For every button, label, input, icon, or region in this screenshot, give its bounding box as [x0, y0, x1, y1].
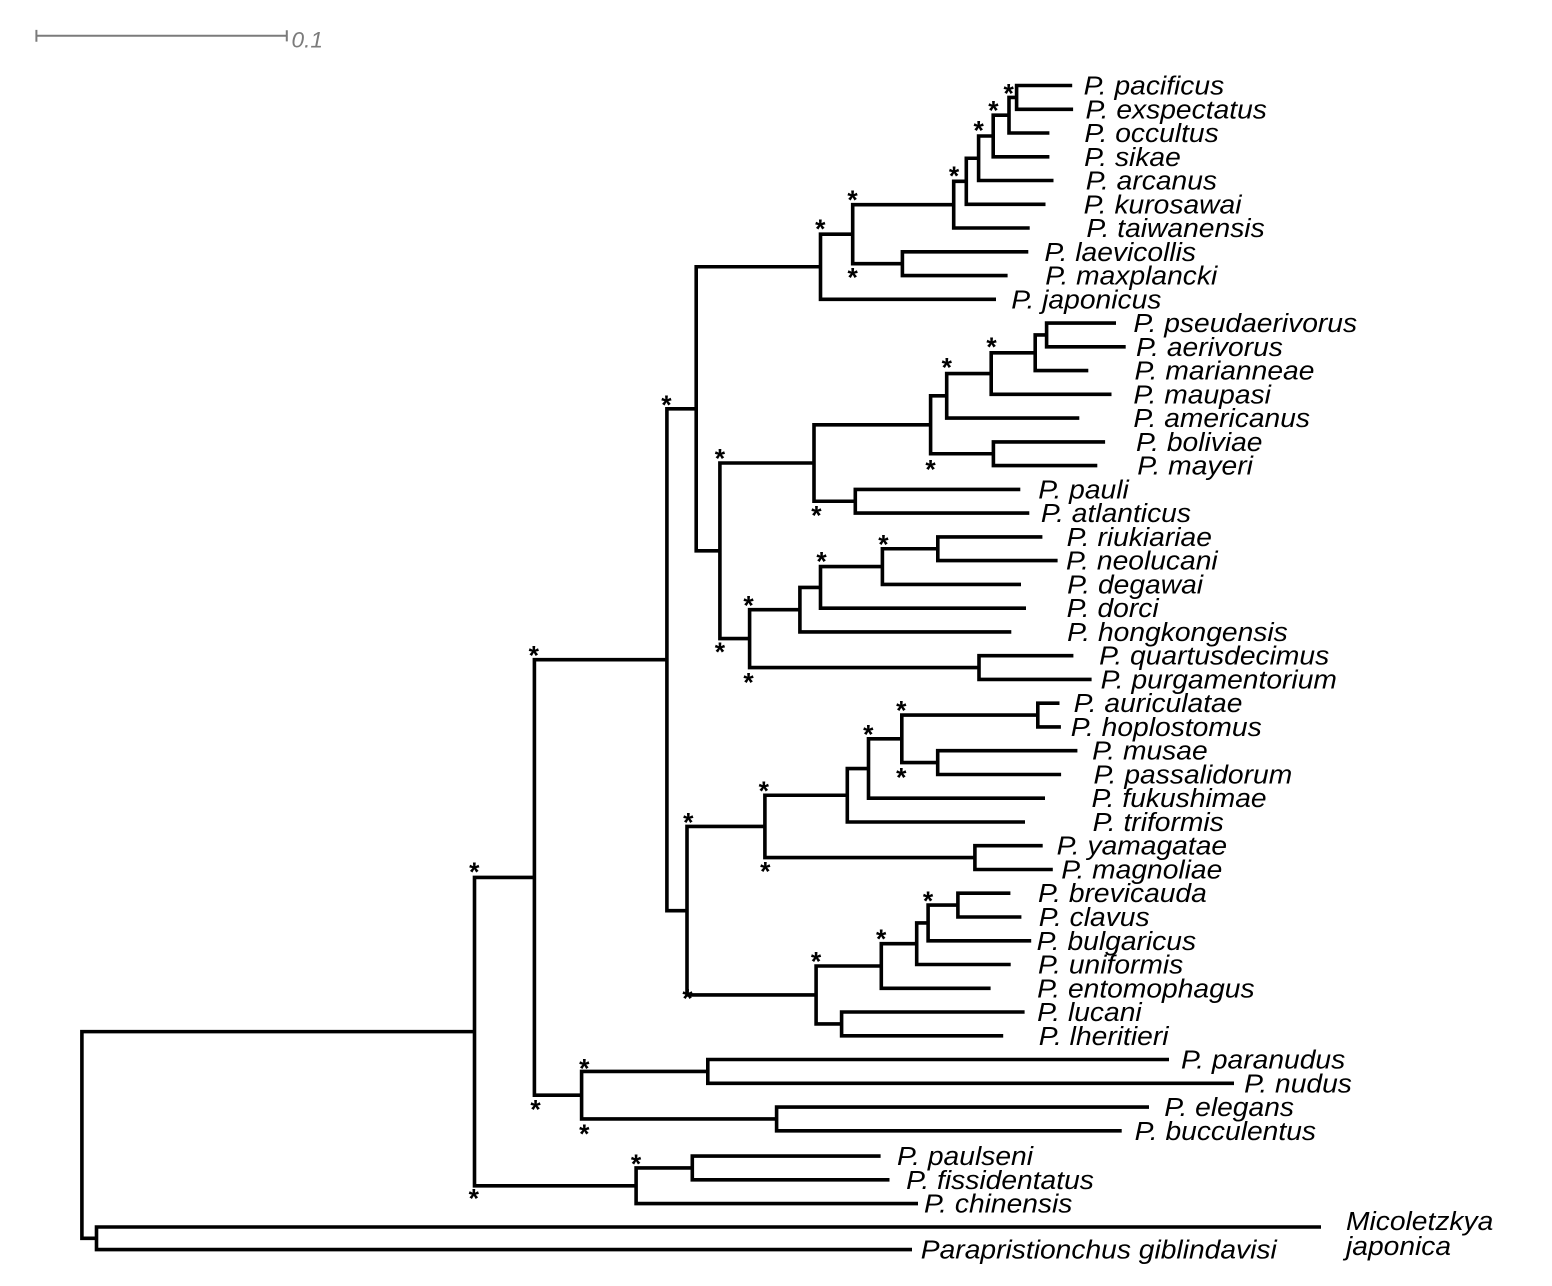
svg-text:P. lucani: P. lucani [1037, 999, 1143, 1027]
svg-text:*: * [469, 1184, 480, 1214]
svg-text:*: * [759, 776, 770, 806]
svg-text:P. yamagatae: P. yamagatae [1057, 833, 1228, 861]
svg-text:P. musae: P. musae [1092, 738, 1208, 766]
svg-text:P. quartusdecimus: P. quartusdecimus [1099, 643, 1329, 671]
svg-text:japonica: japonica [1343, 1233, 1451, 1261]
svg-text:*: * [949, 161, 960, 191]
svg-text:P. dorci: P. dorci [1067, 595, 1160, 623]
svg-text:P. passalidorum: P. passalidorum [1094, 762, 1293, 790]
svg-text:*: * [579, 1054, 590, 1084]
svg-text:P. exspectatus: P. exspectatus [1086, 96, 1268, 124]
svg-text:P. elegans: P. elegans [1164, 1094, 1294, 1122]
svg-text:*: * [529, 641, 540, 671]
svg-text:*: * [811, 947, 822, 977]
svg-text:P. atlanticus: P. atlanticus [1041, 500, 1191, 528]
svg-text:P. americanus: P. americanus [1133, 405, 1310, 433]
svg-text:P. pauli: P. pauli [1038, 476, 1130, 504]
svg-text:P. fissidentatus: P. fissidentatus [906, 1167, 1094, 1195]
svg-text:*: * [847, 185, 858, 215]
svg-text:*: * [986, 332, 997, 362]
svg-text:*: * [811, 501, 822, 531]
svg-text:P. maupasi: P. maupasi [1133, 381, 1272, 409]
svg-text:P. arcanus: P. arcanus [1086, 168, 1217, 196]
svg-text:P. kurosawai: P. kurosawai [1084, 191, 1243, 219]
svg-text:*: * [896, 763, 907, 793]
svg-text:0.1: 0.1 [292, 28, 324, 53]
svg-text:P. pacificus: P. pacificus [1084, 73, 1225, 101]
svg-text:Parapristionchus giblindavisi: Parapristionchus giblindavisi [921, 1237, 1278, 1265]
svg-text:P. riukiariae: P. riukiariae [1067, 524, 1212, 552]
svg-text:P. hongkongensis: P. hongkongensis [1067, 619, 1288, 647]
svg-text:*: * [715, 637, 726, 667]
svg-text:*: * [682, 984, 693, 1014]
svg-text:*: * [1004, 78, 1015, 108]
svg-text:P. boliviae: P. boliviae [1136, 429, 1263, 457]
svg-text:P. pseudaerivorus: P. pseudaerivorus [1133, 310, 1357, 338]
svg-text:*: * [530, 1095, 541, 1125]
svg-text:P. magnoliae: P. magnoliae [1061, 857, 1222, 885]
svg-text:*: * [988, 96, 999, 126]
svg-text:*: * [631, 1149, 642, 1179]
svg-text:P. fukushimae: P. fukushimae [1092, 785, 1267, 813]
svg-text:P. japonicus: P. japonicus [1011, 286, 1161, 314]
svg-text:P. chinensis: P. chinensis [924, 1191, 1073, 1219]
svg-text:P. taiwanensis: P. taiwanensis [1086, 215, 1265, 243]
svg-text:P. clavus: P. clavus [1039, 904, 1150, 932]
svg-text:*: * [760, 857, 771, 887]
svg-text:*: * [815, 214, 826, 244]
svg-text:P. bucculentus: P. bucculentus [1135, 1118, 1317, 1146]
svg-text:P. entomophagus: P. entomophagus [1037, 975, 1255, 1003]
svg-text:P. maxplancki: P. maxplancki [1045, 263, 1218, 291]
svg-text:P. paulseni: P. paulseni [897, 1143, 1034, 1171]
svg-text:*: * [816, 547, 827, 577]
svg-text:P. purgamentorium: P. purgamentorium [1101, 666, 1337, 694]
svg-text:*: * [683, 808, 694, 838]
svg-text:P. paranudus: P. paranudus [1181, 1047, 1345, 1075]
svg-text:P. occultus: P. occultus [1084, 120, 1219, 148]
svg-text:P. auriculatae: P. auriculatae [1074, 690, 1243, 718]
svg-text:*: * [848, 263, 859, 293]
svg-text:P. degawai: P. degawai [1067, 571, 1204, 599]
svg-text:P. marianneae: P. marianneae [1135, 358, 1315, 386]
svg-text:P. bulgaricus: P. bulgaricus [1037, 928, 1197, 956]
svg-text:P. neolucani: P. neolucani [1066, 548, 1219, 576]
svg-text:P. lheritieri: P. lheritieri [1039, 1023, 1170, 1051]
svg-text:*: * [942, 353, 953, 383]
svg-text:*: * [743, 591, 754, 621]
svg-text:*: * [878, 530, 889, 560]
svg-text:P. uniformis: P. uniformis [1038, 952, 1184, 980]
svg-text:*: * [743, 668, 754, 698]
svg-text:*: * [925, 455, 936, 485]
svg-text:*: * [661, 390, 672, 420]
svg-text:*: * [863, 720, 874, 750]
svg-text:*: * [974, 115, 985, 145]
svg-text:P. hoplostomus: P. hoplostomus [1071, 714, 1262, 742]
svg-text:P. triformis: P. triformis [1093, 809, 1224, 837]
svg-text:*: * [579, 1119, 590, 1149]
svg-text:*: * [923, 886, 934, 916]
svg-text:*: * [876, 924, 887, 954]
svg-text:*: * [896, 696, 907, 726]
svg-text:P. brevicauda: P. brevicauda [1038, 880, 1207, 908]
svg-text:*: * [715, 444, 726, 474]
svg-text:P. sikae: P. sikae [1084, 144, 1181, 172]
svg-text:Micoletzkya: Micoletzkya [1346, 1208, 1493, 1236]
svg-text:P. aerivorus: P. aerivorus [1136, 334, 1283, 362]
svg-text:P. mayeri: P. mayeri [1137, 453, 1254, 481]
svg-text:P. nudus: P. nudus [1244, 1070, 1352, 1098]
svg-text:P. laevicollis: P. laevicollis [1044, 239, 1196, 267]
svg-text:*: * [469, 857, 480, 887]
